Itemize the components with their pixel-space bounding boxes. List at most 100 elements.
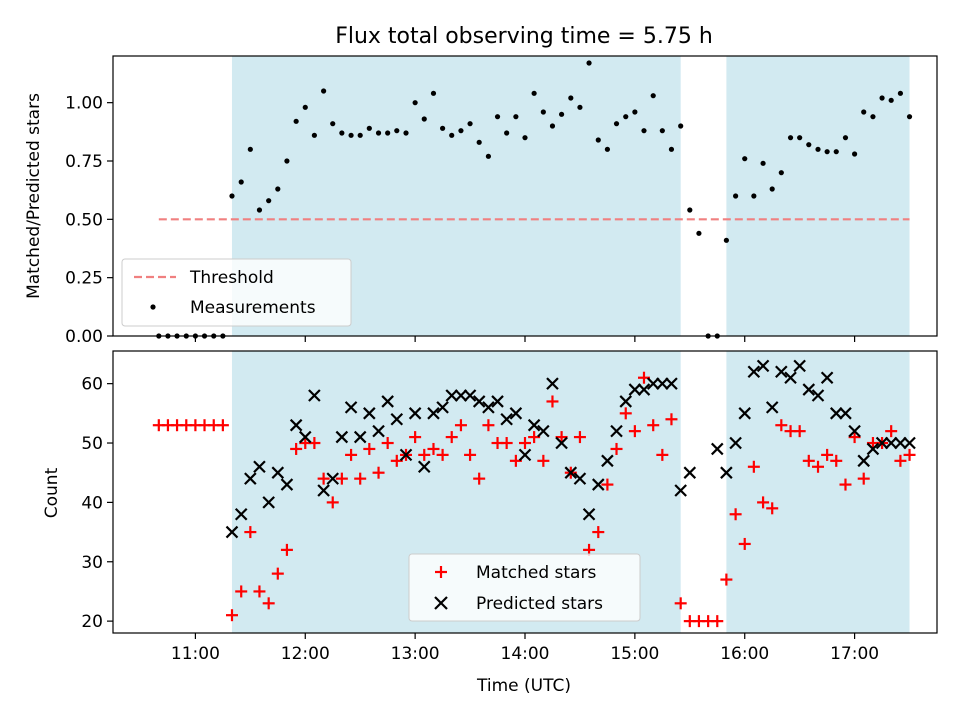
predicted-star-point <box>308 389 321 402</box>
matched-star-point <box>647 419 660 432</box>
measurement-point <box>797 135 803 141</box>
measurement-point <box>870 114 876 120</box>
measurement-point <box>375 130 382 136</box>
measurement-point <box>504 130 510 136</box>
matched-star-point <box>354 472 367 485</box>
measurement-point <box>613 121 620 127</box>
measurement-point <box>852 151 858 157</box>
matched-star-point <box>381 437 394 450</box>
count-x-tick-label: 13:00 <box>391 644 440 664</box>
matched-star-point <box>262 597 275 610</box>
predicted-star-point <box>802 383 816 396</box>
ratio-observing-span-1 <box>726 56 910 336</box>
matched-legend-swatch <box>435 566 447 578</box>
matched-star-point <box>290 442 303 455</box>
matched-star-point <box>225 609 238 622</box>
matched-star-point <box>509 454 522 467</box>
measurement-point <box>339 130 345 136</box>
matched-star-point <box>711 615 724 628</box>
predicted-star-point <box>253 460 266 474</box>
ratio-x-tick-marks <box>194 336 856 342</box>
matched-star-point <box>537 454 550 467</box>
predicted-star-point <box>710 442 724 456</box>
count-points <box>152 359 916 628</box>
count-x-tick-label: 15:00 <box>610 644 659 664</box>
predicted-star-point <box>894 436 907 450</box>
matched-star-point <box>390 454 403 467</box>
predicted-star-point <box>738 407 752 420</box>
predicted-legend-swatch <box>434 596 448 610</box>
measurement-point <box>632 109 638 115</box>
measurement-point <box>824 149 830 155</box>
chart-title: Flux total observing time = 5.75 h <box>335 24 713 49</box>
matched-star-point <box>308 437 321 450</box>
ratio-y-tick-label: 0.50 <box>65 210 103 230</box>
count-x-tick-label: 17:00 <box>830 644 879 664</box>
measurement-point <box>787 135 794 141</box>
predicted-star-point <box>381 395 394 408</box>
matched-star-point <box>894 454 907 467</box>
matched-star-point <box>601 478 614 491</box>
predicted-star-point <box>646 377 660 390</box>
predicted-star-point <box>903 436 916 450</box>
matched-star-point <box>244 526 257 539</box>
predicted-star-point <box>610 424 623 438</box>
predicted-star-point <box>537 424 550 438</box>
measurement-point <box>421 116 427 122</box>
ratio-y-tick-label: 0.00 <box>65 327 103 347</box>
matched-star-point <box>464 448 477 461</box>
matched-star-point <box>555 431 568 444</box>
matched-star-point <box>235 585 248 598</box>
measurement-point <box>229 193 235 199</box>
matched-star-point <box>747 460 760 473</box>
matched-star-point <box>903 448 916 461</box>
predicted-star-point <box>390 412 404 426</box>
matched-star-point <box>775 419 788 432</box>
measurement-point <box>513 114 519 120</box>
matched-star-point <box>216 419 229 432</box>
measurement-points <box>156 60 913 339</box>
measurement-point <box>595 137 601 143</box>
measurement-point <box>467 121 473 127</box>
predicted-star-point <box>234 507 248 521</box>
measurement-point <box>751 193 757 199</box>
predicted-star-point <box>317 484 330 497</box>
measurement-point <box>540 109 546 115</box>
measurement-point <box>403 130 409 136</box>
matched-star-point <box>885 425 898 438</box>
ratio-y-axis-label: Matched/Predicted stars <box>24 93 44 299</box>
predicted-star-point <box>500 412 513 426</box>
predicted-star-point <box>445 389 458 402</box>
predicted-star-point <box>482 401 495 414</box>
count-y-tick-label: 30 <box>81 553 103 573</box>
matched-star-point <box>372 466 385 479</box>
measurement-point <box>778 170 784 176</box>
matched-star-point <box>363 442 376 455</box>
matched-star-point <box>674 597 687 610</box>
predicted-star-point <box>225 525 239 539</box>
predicted-star-point <box>756 359 770 373</box>
matched-star-point <box>500 437 513 450</box>
measurement-point <box>284 158 290 164</box>
measurement-point <box>549 123 556 129</box>
matched-star-point <box>271 567 284 580</box>
measurement-point <box>238 179 244 185</box>
measurement-point <box>302 104 308 110</box>
matched-star-point <box>546 395 559 408</box>
measurement-point <box>742 156 748 162</box>
predicted-legend-label: Predicted stars <box>476 594 603 614</box>
matched-star-point <box>592 526 605 539</box>
measurement-point <box>659 128 665 134</box>
predicted-star-point <box>491 395 504 408</box>
predicted-star-point <box>875 436 889 450</box>
measurement-point <box>879 95 885 101</box>
predicted-star-point <box>399 448 413 462</box>
ratio-y-tick-label: 1.00 <box>65 94 103 114</box>
measurement-point <box>394 128 400 134</box>
predicted-star-point <box>820 371 834 384</box>
measurements-legend-swatch <box>150 304 156 310</box>
measurement-point <box>348 132 354 138</box>
matched-star-point <box>729 508 742 521</box>
matched-star-point <box>821 448 834 461</box>
predicted-star-point <box>637 383 651 396</box>
